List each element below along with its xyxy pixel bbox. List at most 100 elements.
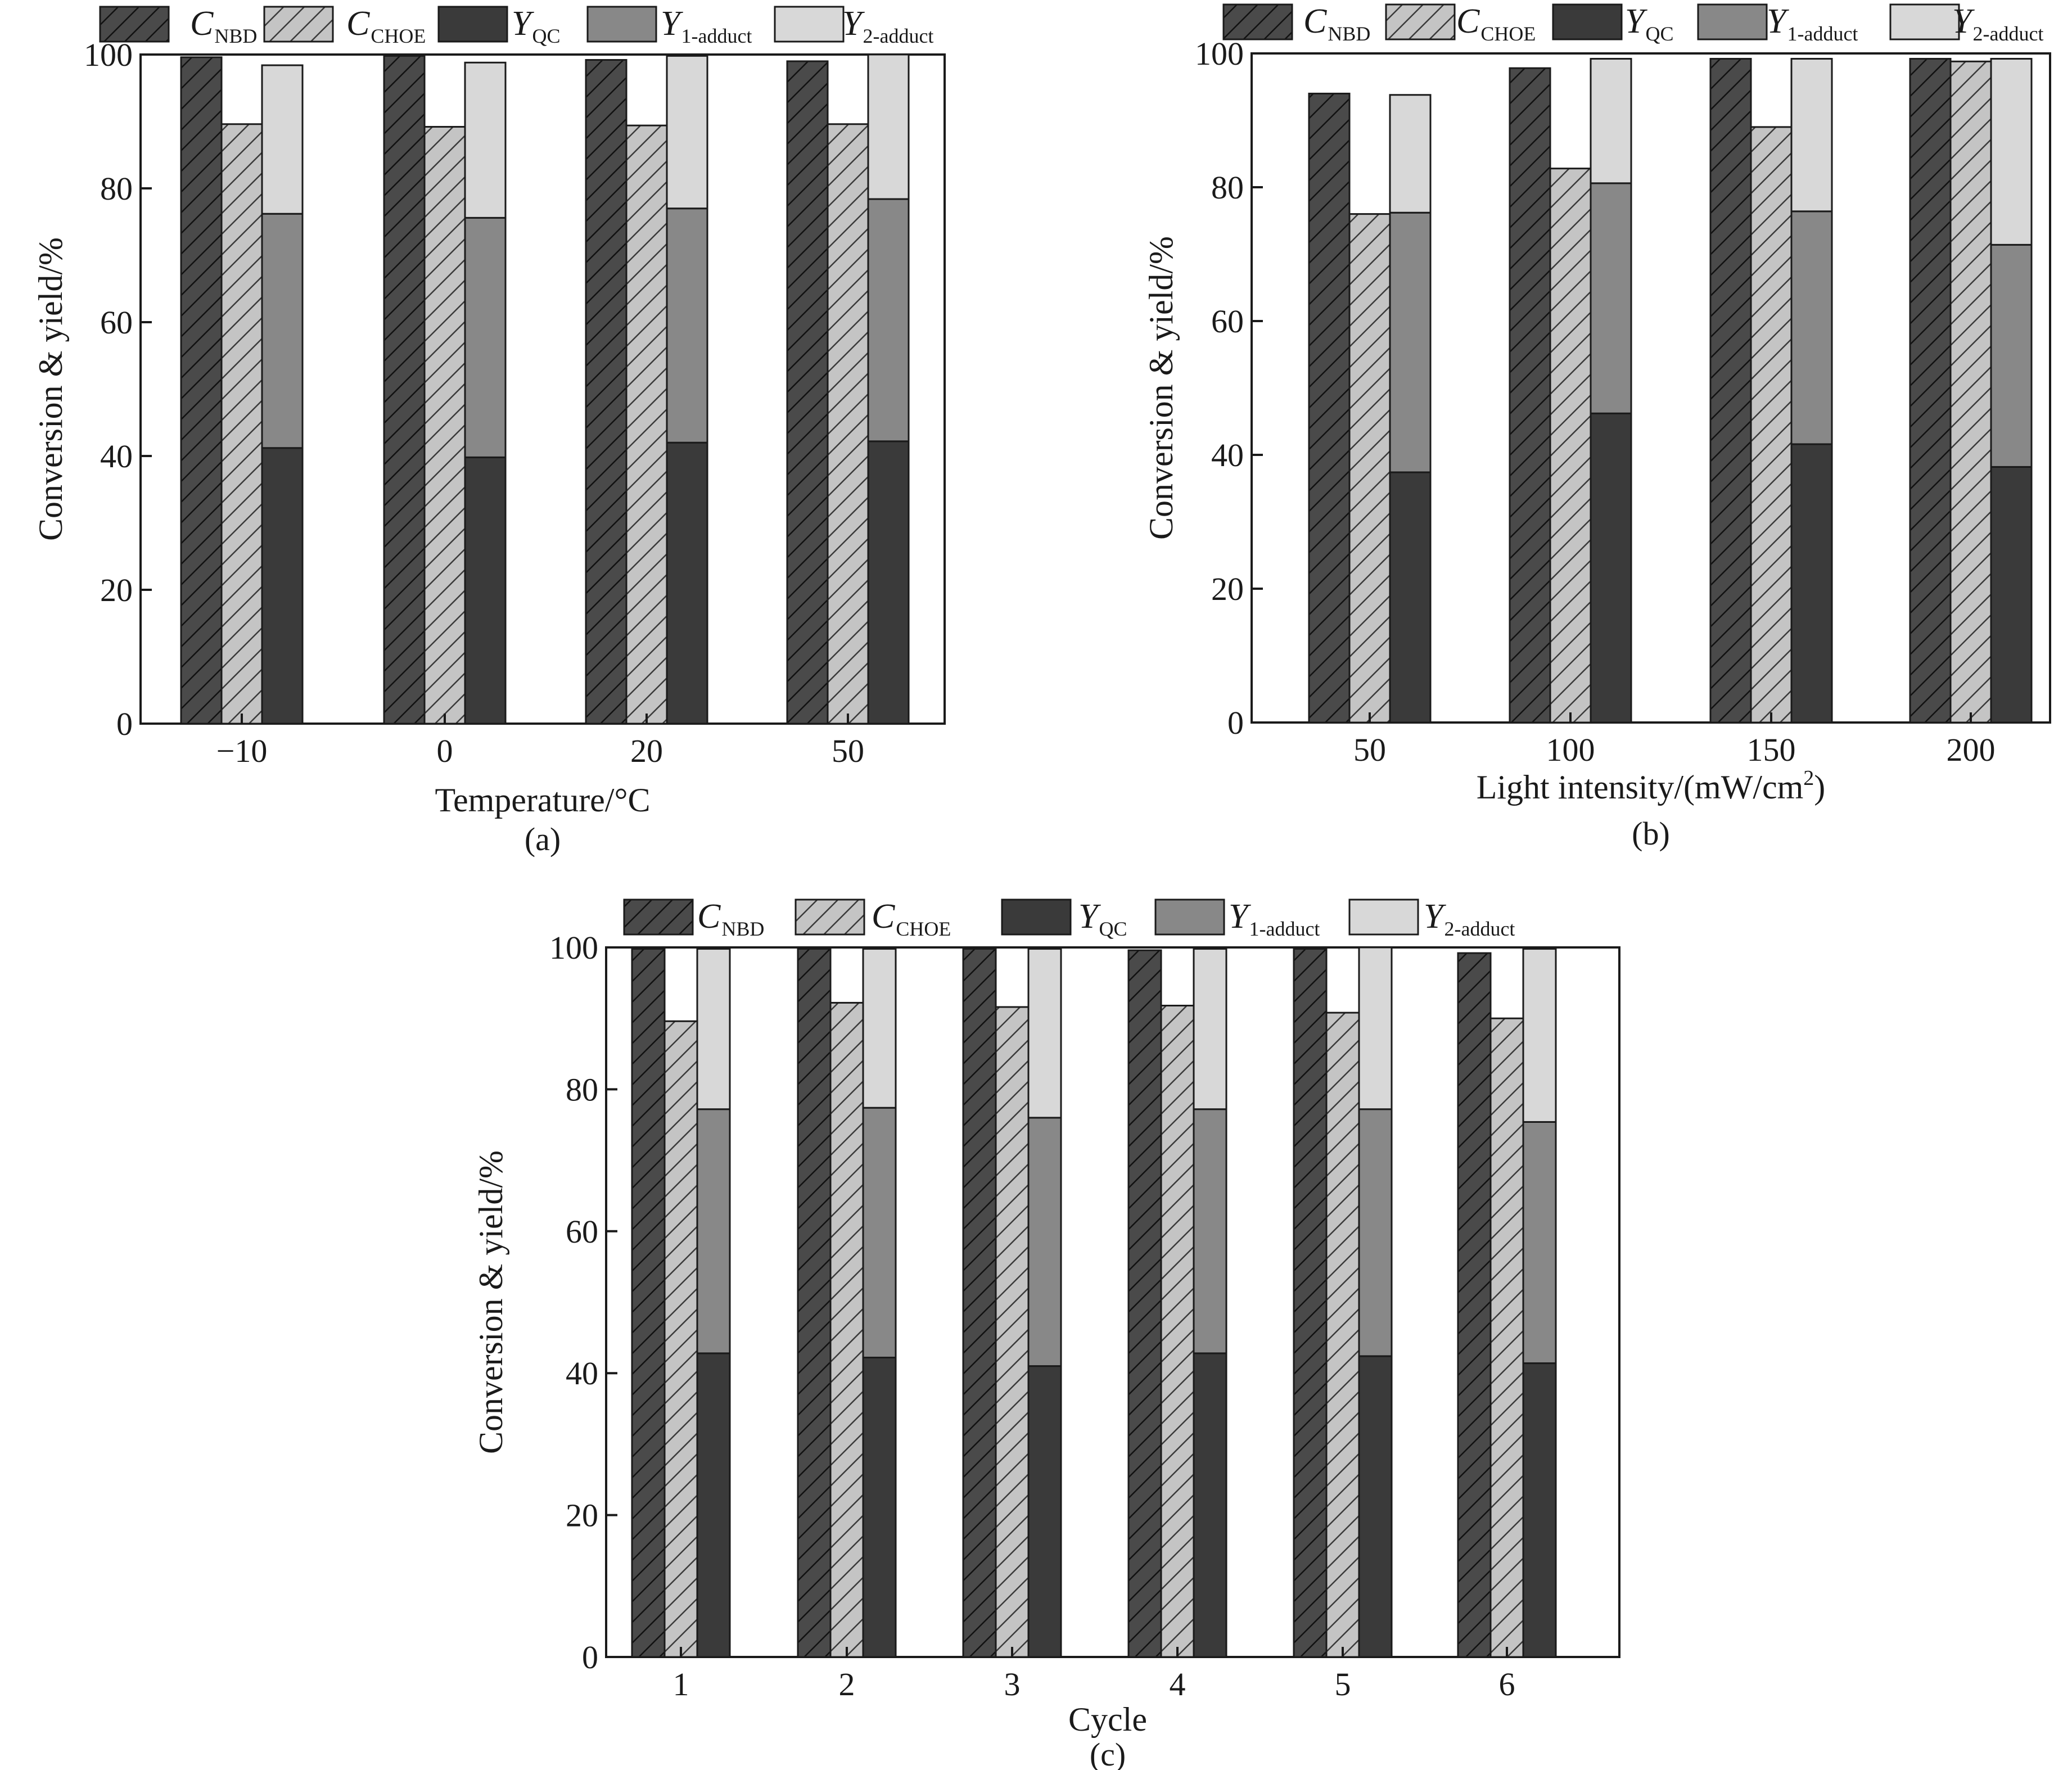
y-tick-label: 0 (1227, 705, 1244, 741)
y-tick-label: 80 (100, 170, 133, 207)
bar-y-qc (1193, 1352, 1227, 1658)
bar-c-choe (1949, 60, 1992, 724)
bar-y-1-adduct (666, 207, 708, 444)
bar-y-qc (1389, 471, 1432, 724)
chart-panel-b: CNBD CCHOE YQC Y1-adduct Y2-adduct 0 20 40 60 80… (1143, 2, 2051, 852)
y-tick-label: 60 (100, 304, 133, 341)
legend-label: CNBD (190, 4, 257, 47)
legend-swatch (1001, 898, 1072, 936)
legend-swatch (99, 6, 170, 43)
bar-y-1-adduct (1389, 211, 1432, 473)
legend-swatch (1222, 3, 1293, 40)
bar-c-choe (829, 1001, 864, 1658)
legend-item-y-qc: YQC (1552, 2, 1674, 45)
legend-item-y-1: Y1-adduct (1697, 2, 1858, 45)
bar-y-qc (1790, 443, 1833, 724)
legend-label: CCHOE (872, 897, 951, 940)
legend-item-y-2: Y2-adduct (1889, 2, 2043, 45)
legend-swatch (623, 898, 694, 936)
bar-c-nbd (1709, 58, 1752, 724)
legend-item-y-2: Y2-adduct (1348, 897, 1515, 940)
x-axis-b: 50 100 150 200 (1353, 712, 1996, 768)
legend-a: CNBD CCHOE YQC Y1-adduct Y2-adduct (99, 4, 933, 47)
bars-b (1308, 58, 2033, 724)
bar-y-2-adduct (1790, 58, 1833, 213)
legend-swatch (1348, 898, 1419, 936)
y-tick-label: 0 (116, 706, 133, 742)
bar-c-choe (663, 1020, 698, 1658)
x-axis-label-b-end: ) (1814, 769, 1825, 806)
x-tick-label: 150 (1747, 732, 1796, 768)
x-axis-label-c: Cycle (1068, 1701, 1147, 1738)
chart-panel-a: CNBD CCHOE YQC Y1-adduct Y2-adduct 0 20 40 60 80… (32, 4, 946, 857)
bar-y-2-adduct (1358, 946, 1393, 1110)
legend-swatch (774, 6, 845, 43)
bar-y-2-adduct (867, 53, 910, 200)
legend-item-y-1: Y1-adduct (1154, 897, 1320, 940)
legend-item-c-choe: CCHOE (263, 4, 426, 47)
bar-c-nbd (383, 55, 426, 725)
bar-y-qc (867, 440, 910, 725)
y-tick-label: 100 (1195, 35, 1244, 72)
x-tick-label: 100 (1546, 732, 1595, 768)
x-tick-label: −10 (216, 733, 268, 769)
y-axis-a: 0 20 40 60 80 100 (84, 37, 152, 742)
bar-c-choe (1348, 213, 1391, 724)
legend-label: Y1-adduct (661, 4, 752, 47)
legend-item-c-choe: CCHOE (795, 897, 951, 940)
bar-y-qc (1358, 1355, 1393, 1658)
y-tick-label: 80 (566, 1071, 598, 1108)
bar-y-1-adduct (696, 1108, 731, 1354)
legend-item-c-nbd: CNBD (1222, 2, 1370, 45)
bar-y-1-adduct (1590, 182, 1632, 414)
bar-y-2-adduct (862, 948, 897, 1109)
legend-swatch (1697, 3, 1768, 40)
legend-item-y-qc: YQC (1001, 897, 1127, 940)
y-tick-label: 100 (549, 929, 598, 966)
bar-c-nbd (1127, 949, 1162, 1658)
legend-label: Y2-adduct (842, 4, 933, 47)
y-axis-label-b: Conversion & yield/% (1143, 236, 1180, 540)
y-tick-label: 40 (100, 438, 133, 475)
bar-y-1-adduct (1027, 1117, 1062, 1367)
legend-label: Y2-adduct (1952, 2, 2043, 45)
legend-swatch (586, 6, 657, 43)
bar-c-nbd (797, 948, 832, 1658)
y-tick-label: 60 (1211, 303, 1244, 340)
bar-y-qc (1590, 412, 1632, 724)
bar-y-1-adduct (1193, 1108, 1227, 1354)
bar-y-2-adduct (666, 55, 708, 210)
bar-c-choe (625, 124, 668, 725)
legend-item-y-2: Y2-adduct (774, 4, 933, 47)
x-axis-label-a: Temperature/°C (435, 782, 651, 819)
bar-c-nbd (585, 59, 628, 725)
x-axis-label-b: Light intensity/(mW/cm2) (1477, 766, 1826, 806)
legend-c: CNBD CCHOE YQC Y1-adduct Y2-adduct (623, 897, 1515, 940)
bars-a (180, 53, 910, 725)
x-tick-label: 50 (832, 733, 864, 769)
plot-frame-b (1251, 52, 2051, 724)
bar-c-choe (423, 126, 466, 725)
bar-y-2-adduct (261, 64, 304, 215)
y-tick-label: 20 (100, 572, 133, 608)
legend-item-c-nbd: CNBD (99, 4, 257, 47)
y-axis-b: 0 20 40 60 80 100 (1195, 35, 1263, 741)
bar-c-choe (827, 123, 869, 725)
bar-y-1-adduct (867, 198, 910, 442)
bar-y-1-adduct (1358, 1108, 1393, 1357)
legend-swatch (795, 898, 865, 936)
bar-y-2-adduct (1522, 948, 1557, 1123)
y-tick-label: 40 (566, 1355, 598, 1392)
bar-c-nbd (1293, 948, 1328, 1658)
bar-y-qc (261, 447, 304, 725)
legend-swatch (263, 6, 334, 43)
panel-label-b: (b) (1632, 815, 1670, 852)
legend-label: Y2-adduct (1424, 897, 1515, 940)
legend-label: CNBD (697, 897, 764, 940)
bar-y-qc (1522, 1362, 1557, 1658)
legend-label: CNBD (1303, 2, 1370, 45)
x-tick-label: 3 (1004, 1666, 1021, 1703)
x-tick-label: 5 (1335, 1666, 1351, 1703)
bar-c-choe (1489, 1017, 1524, 1658)
